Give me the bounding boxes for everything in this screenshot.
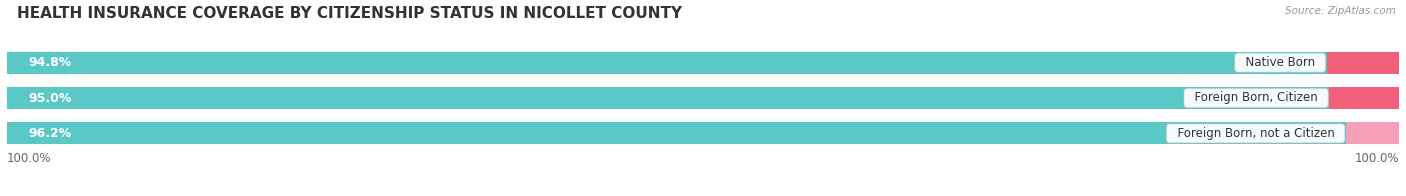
Bar <box>1327 52 1399 74</box>
Text: 100.0%: 100.0% <box>7 152 52 165</box>
Text: Source: ZipAtlas.com: Source: ZipAtlas.com <box>1285 6 1396 16</box>
Bar <box>7 87 1330 109</box>
Text: HEALTH INSURANCE COVERAGE BY CITIZENSHIP STATUS IN NICOLLET COUNTY: HEALTH INSURANCE COVERAGE BY CITIZENSHIP… <box>17 6 682 21</box>
Text: 100.0%: 100.0% <box>1354 152 1399 165</box>
Text: 94.8%: 94.8% <box>28 56 72 69</box>
Text: 95.0%: 95.0% <box>28 92 72 104</box>
Bar <box>7 122 1346 144</box>
Bar <box>7 52 1327 74</box>
Bar <box>1330 87 1399 109</box>
Bar <box>7 87 1399 109</box>
Bar <box>7 122 1399 144</box>
Bar <box>1346 122 1399 144</box>
Bar <box>7 52 1399 74</box>
Text: Foreign Born, Citizen: Foreign Born, Citizen <box>1187 92 1326 104</box>
Text: Native Born: Native Born <box>1237 56 1323 69</box>
Text: Foreign Born, not a Citizen: Foreign Born, not a Citizen <box>1170 127 1341 140</box>
Text: 96.2%: 96.2% <box>28 127 72 140</box>
